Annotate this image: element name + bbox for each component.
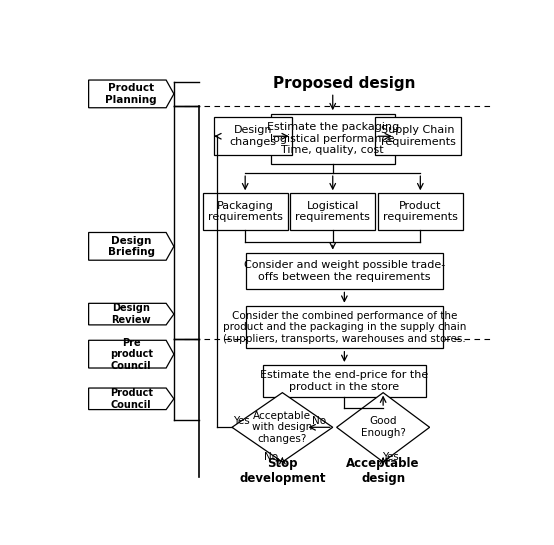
Text: No: No (312, 416, 326, 426)
FancyBboxPatch shape (263, 365, 426, 397)
Text: Pre
product
Council: Pre product Council (110, 337, 153, 371)
FancyBboxPatch shape (245, 252, 443, 289)
Polygon shape (89, 80, 174, 108)
Text: Acceptable
with design
changes?: Acceptable with design changes? (252, 411, 312, 444)
FancyBboxPatch shape (378, 193, 463, 230)
FancyBboxPatch shape (203, 193, 288, 230)
Text: No: No (264, 452, 279, 462)
FancyBboxPatch shape (245, 306, 443, 348)
Text: Design
changes: Design changes (229, 125, 276, 147)
Text: Product
Council: Product Council (110, 388, 153, 410)
Text: Design
Briefing: Design Briefing (107, 235, 155, 257)
Text: Stop
development: Stop development (239, 457, 326, 485)
Polygon shape (89, 304, 174, 325)
Polygon shape (89, 233, 174, 260)
Text: Packaging
requirements: Packaging requirements (208, 201, 283, 222)
Text: Proposed design: Proposed design (273, 76, 416, 90)
FancyBboxPatch shape (290, 193, 376, 230)
Text: Estimate the end-price for the
product in the store: Estimate the end-price for the product i… (260, 370, 428, 392)
Polygon shape (89, 340, 174, 368)
Polygon shape (232, 392, 333, 462)
FancyBboxPatch shape (376, 117, 460, 155)
Text: Estimate the packaging
logistical performance
Time, quality, cost: Estimate the packaging logistical perfor… (266, 122, 399, 155)
Text: Yes: Yes (233, 416, 250, 426)
Polygon shape (337, 392, 429, 462)
Text: Consider the combined performance of the
product and the packaging in the supply: Consider the combined performance of the… (223, 311, 466, 344)
FancyBboxPatch shape (271, 113, 395, 164)
Polygon shape (89, 388, 174, 410)
Text: Good
Enough?: Good Enough? (361, 416, 406, 438)
Text: Yes: Yes (382, 452, 399, 462)
Text: Logistical
requirements: Logistical requirements (295, 201, 370, 222)
Text: Supply Chain
requirements: Supply Chain requirements (381, 125, 455, 147)
Text: Acceptable
design: Acceptable design (346, 457, 420, 485)
Text: Product
Planning: Product Planning (105, 83, 157, 105)
FancyBboxPatch shape (214, 117, 291, 155)
Text: Design
Review: Design Review (111, 304, 151, 325)
Text: Consider and weight possible trade-
offs between the requirements: Consider and weight possible trade- offs… (244, 260, 445, 282)
Text: Product
requirements: Product requirements (383, 201, 458, 222)
